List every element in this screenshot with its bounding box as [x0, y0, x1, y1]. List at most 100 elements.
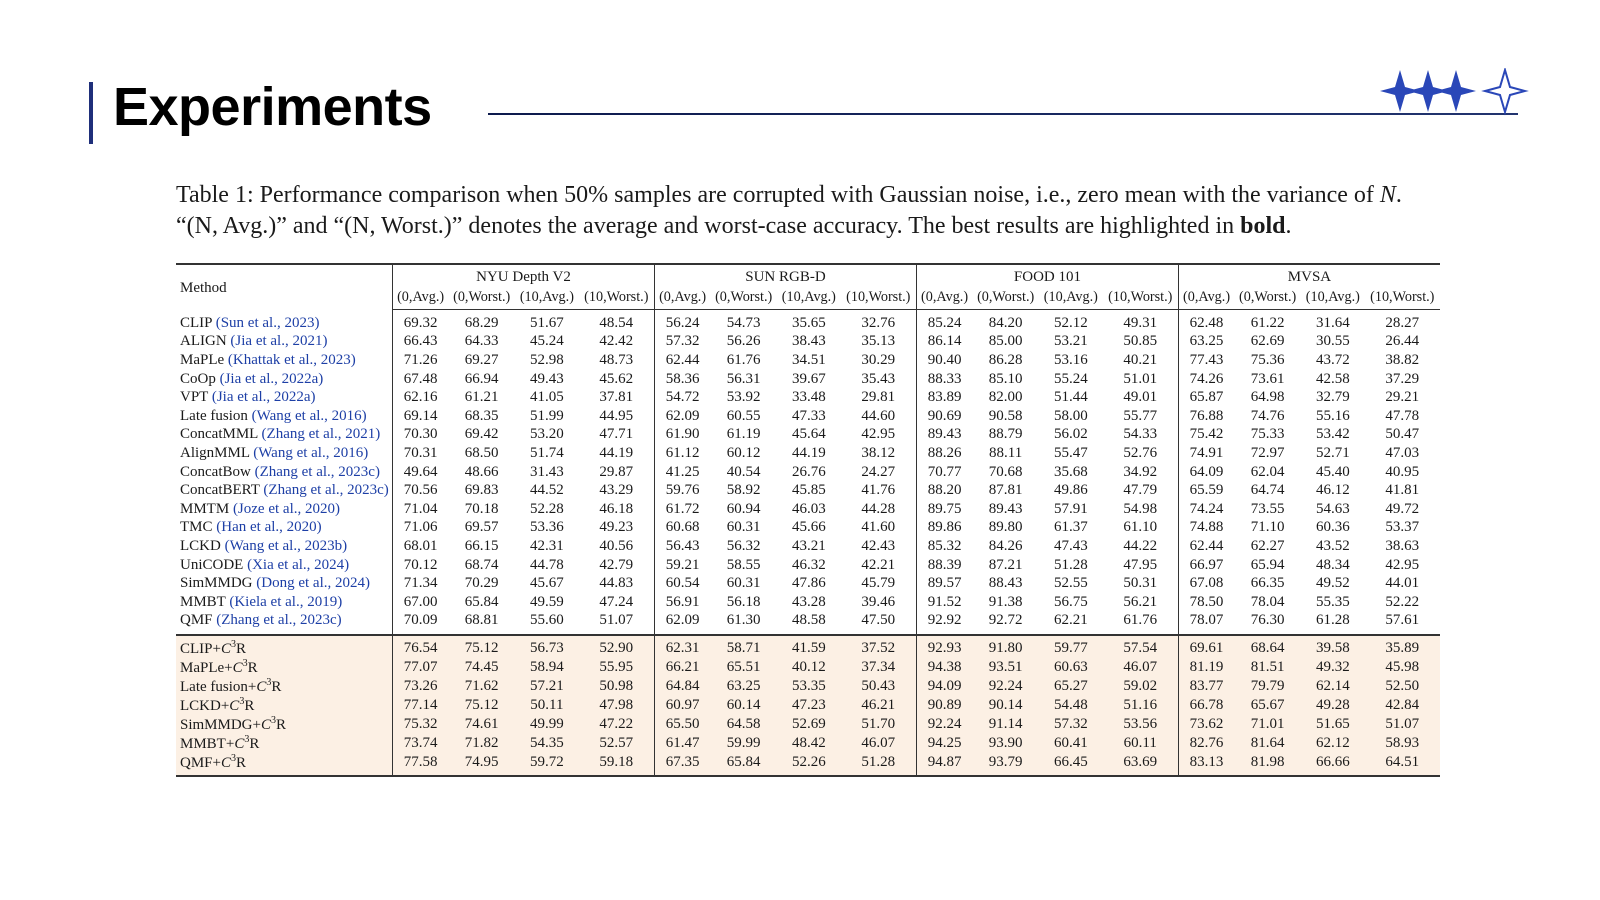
column-subheader: (10,Worst.): [578, 287, 655, 310]
table-cell: 66.66: [1301, 753, 1365, 778]
table-cell: 92.93: [915, 634, 973, 659]
method-cell: CLIP+C3R: [176, 634, 393, 659]
citation-link[interactable]: (Wang et al., 2023b): [224, 537, 348, 554]
column-subheader: (10,Worst.): [840, 287, 917, 310]
table-cell: 56.73: [515, 634, 579, 659]
table-row: SimMMDG+C3R 75.32 74.61 49.99 47.22 65.50 64.5…: [176, 715, 1440, 735]
method-cell: TMC (Han et al., 2020): [176, 519, 393, 538]
table-cell: 65.59: [1177, 481, 1235, 500]
table-cell: 52.12: [1053, 314, 1088, 331]
table-cell: 42.31: [530, 537, 564, 554]
citation-link[interactable]: (Khattak et al., 2023): [227, 351, 356, 368]
table-row: MMBT (Kiela et al., 2019) 67.00 65.84 49.59…: [176, 592, 1440, 612]
table-cell: 92.24: [972, 677, 1040, 697]
table-cell: 91.80: [972, 634, 1040, 659]
table-cell: 84.26: [988, 537, 1023, 554]
table-cell: 54.35: [515, 734, 579, 754]
table-cell: 47.50: [861, 612, 896, 629]
proposed-rows: CLIP+C3R 76.54 75.12 56.73 52.90 62.31 58.71 41…: [176, 634, 1440, 778]
table-cell: 38.43: [791, 333, 826, 350]
table-cell: 93.79: [972, 753, 1040, 778]
citation-link[interactable]: (Zhang et al., 2023c): [216, 612, 342, 629]
table-cell: 93.51: [972, 658, 1040, 678]
table-cell: 59.76: [653, 481, 711, 500]
method-name-base: SimMMDG+: [180, 717, 261, 734]
method-name-sup: 3: [242, 658, 248, 670]
citation-link[interactable]: (Jia et al., 2022a): [219, 370, 324, 387]
table-cell: 47.98: [578, 696, 655, 716]
citation-link[interactable]: (Xia et al., 2024): [247, 556, 350, 573]
table-cell: 66.21: [653, 658, 711, 678]
table-cell: 68.29: [464, 314, 499, 331]
table-cell: 53.92: [726, 389, 761, 406]
table-cell: 68.01: [392, 537, 449, 556]
column-subheader: (0,Worst.): [972, 287, 1040, 310]
method-name: LCKD: [180, 537, 225, 554]
table-cell: 49.43: [530, 370, 564, 387]
table-cell: 60.31: [726, 519, 761, 536]
table-cell: 82.76: [1177, 734, 1235, 754]
citation-link[interactable]: (Wang et al., 2016): [251, 407, 367, 424]
table-cell: 62.12: [1301, 734, 1365, 754]
table-cell: 91.52: [915, 592, 973, 612]
table-cell: 50.98: [578, 677, 655, 697]
table-cell: 60.63: [1039, 658, 1103, 678]
table-cell: 29.21: [1385, 389, 1420, 406]
table-cell: 47.86: [791, 575, 826, 592]
table-cell: 68.64: [1234, 634, 1302, 659]
table-cell: 48.73: [599, 351, 634, 368]
table-cell: 94.25: [915, 734, 973, 754]
citation-link[interactable]: (Kiela et al., 2019): [229, 593, 343, 610]
citation-link[interactable]: (Joze et al., 2020): [232, 500, 340, 517]
table-cell: 66.43: [392, 332, 449, 352]
table-cell: 47.79: [1123, 482, 1158, 499]
baseline-rows: CLIP (Sun et al., 2023) 69.32 68.29 51.67 48…: [176, 309, 1440, 636]
citation-link[interactable]: (Jia et al., 2021): [230, 333, 328, 350]
table-cell: 67.00: [392, 592, 449, 612]
table-cell: 29.81: [861, 389, 896, 406]
citation-link[interactable]: (Zhang et al., 2021): [261, 426, 381, 443]
star-filled-icon: [1436, 70, 1476, 112]
table-cell: 54.48: [1039, 696, 1103, 716]
subheader-row: (0,Avg.) (0,Worst.) (10,Avg.) (10,Worst.) (0…: [176, 287, 1440, 310]
method-cell: QMF (Zhang et al., 2023c): [176, 612, 393, 636]
table-cell: 53.20: [530, 426, 564, 443]
table-row: MMTM (Joze et al., 2020) 71.04 70.18 52.28 4…: [176, 499, 1440, 519]
table-cell: 49.28: [1301, 696, 1365, 716]
table-cell: 35.65: [791, 314, 826, 331]
table-cell: 90.40: [915, 351, 973, 370]
table-cell: 52.90: [578, 634, 655, 659]
table-cell: 49.52: [1315, 575, 1350, 592]
table-cell: 50.31: [1123, 575, 1158, 592]
method-name-sup: 3: [271, 715, 276, 727]
star-filled-icon: [1380, 70, 1420, 112]
method-name-base: MaPLe+: [180, 660, 233, 677]
method-header: Method: [176, 263, 393, 310]
table-cell: 56.18: [726, 593, 761, 610]
table-cell: 61.28: [1315, 612, 1350, 629]
table-cell: 51.01: [1123, 370, 1158, 387]
table-cell: 48.66: [464, 463, 499, 480]
table-cell: 57.61: [1385, 612, 1420, 629]
table-cell: 56.31: [726, 370, 761, 387]
citation-link[interactable]: (Dong et al., 2024): [256, 575, 371, 592]
table-cell: 56.75: [1053, 593, 1088, 610]
table-cell: 60.55: [726, 407, 761, 424]
table-cell: 89.43: [988, 500, 1023, 517]
citation-link[interactable]: (Wang et al., 2016): [253, 444, 369, 461]
table-cell: 57.91: [1053, 500, 1088, 517]
table-cell: 62.04: [1250, 463, 1285, 480]
method-name: MMBT: [180, 593, 230, 610]
citation-link[interactable]: (Han et al., 2020): [216, 519, 322, 536]
citation-link[interactable]: (Zhang et al., 2023c): [254, 463, 380, 480]
table-cell: 43.52: [1315, 537, 1350, 554]
table-cell: 82.00: [988, 389, 1023, 406]
table-cell: 47.71: [599, 426, 634, 443]
citation-link[interactable]: (Sun et al., 2023): [215, 314, 320, 331]
table-cell: 73.55: [1250, 500, 1285, 517]
table-cell: 66.35: [1250, 575, 1285, 592]
slide-title: Experiments: [113, 77, 432, 137]
citation-link[interactable]: (Jia et al., 2022a): [211, 389, 316, 406]
citation-link[interactable]: (Zhang et al., 2023c): [263, 482, 389, 499]
table-cell: 65.84: [464, 593, 499, 610]
